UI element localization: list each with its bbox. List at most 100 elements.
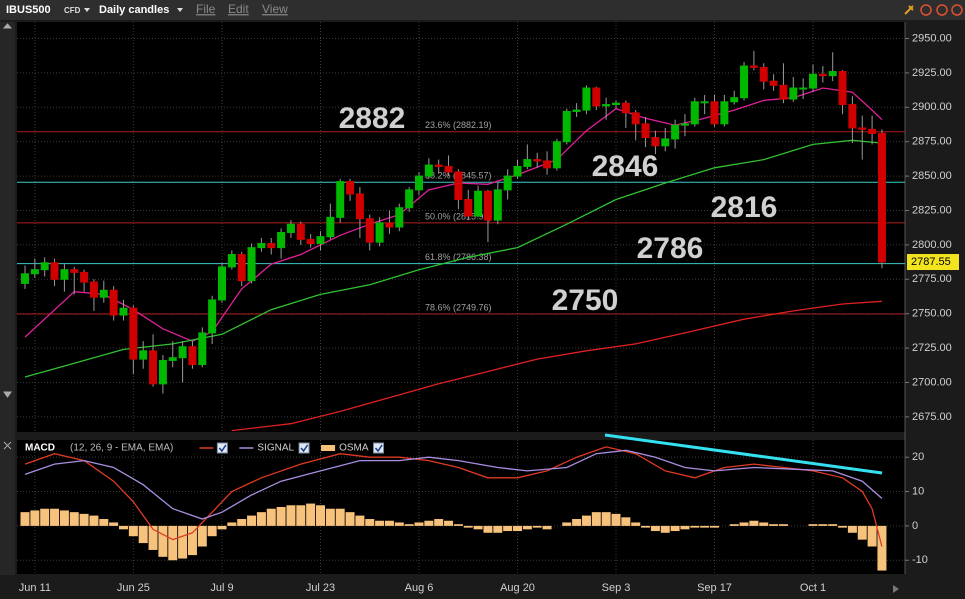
candle-body — [877, 132, 886, 263]
candle-body — [612, 102, 620, 106]
candle-body — [828, 71, 837, 77]
osma-bar — [375, 520, 385, 526]
osma-bar — [493, 525, 503, 533]
osma-bar — [710, 525, 719, 528]
candle-body — [89, 281, 98, 298]
candle-body — [415, 175, 423, 191]
checkmark — [374, 444, 383, 453]
candle-body — [818, 73, 827, 77]
candle-body — [680, 123, 689, 126]
y-tick-label: 2900.00 — [912, 101, 952, 113]
osma-bar — [414, 522, 424, 526]
macd-plot — [17, 440, 905, 574]
osma-bar — [217, 525, 227, 530]
osma-bar — [109, 522, 119, 526]
osma-bar — [424, 520, 434, 526]
candle-body — [710, 101, 719, 125]
osma-bar — [650, 525, 660, 532]
osma-bar — [168, 525, 178, 561]
osma-bar — [483, 525, 493, 533]
candle-body — [365, 218, 374, 243]
osma-bar — [660, 525, 670, 533]
osma-bar — [434, 519, 444, 526]
panel-controls[interactable] — [2, 23, 13, 450]
legend-label: OSMA — [339, 443, 369, 454]
candle-body — [80, 271, 89, 283]
candle-body — [740, 65, 749, 99]
candle-body — [621, 102, 630, 114]
osma-bar — [266, 508, 276, 526]
x-tick-label: Jun 25 — [117, 582, 150, 594]
osma-bar — [818, 524, 828, 526]
macd-panel — [17, 440, 905, 574]
osma-bar — [197, 525, 207, 547]
osma-bar — [591, 512, 601, 526]
link-icon[interactable] — [936, 4, 948, 16]
legend-checkbox[interactable] — [373, 442, 385, 454]
y-tick-label: 10 — [912, 485, 924, 497]
annotations: 2882 2846 2816 2786 2750 — [339, 102, 778, 317]
legend-checkbox[interactable] — [216, 442, 228, 454]
candle-body — [503, 175, 512, 191]
osma-bar — [187, 525, 197, 556]
y-tick-label: 2775.00 — [912, 273, 952, 285]
osma-bar — [631, 522, 641, 526]
macd-line — [24, 449, 883, 520]
osma-bar — [532, 525, 542, 528]
candle-body — [454, 171, 463, 200]
osma-bar — [30, 510, 40, 526]
dropdown-arrow[interactable] — [84, 8, 90, 12]
osma-bar — [256, 512, 266, 526]
candle-body — [296, 223, 305, 240]
symbol[interactable]: IBUS500 — [6, 4, 51, 16]
candle-body — [227, 254, 236, 268]
tool-icon[interactable] — [904, 5, 914, 15]
candle-body — [533, 159, 542, 162]
candle-body — [858, 127, 867, 130]
checkmark — [300, 444, 309, 453]
y-tick-label: 0 — [912, 520, 918, 532]
dropdown-arrow[interactable] — [177, 8, 183, 12]
menu-file[interactable]: File — [196, 2, 216, 16]
candle-body — [395, 207, 404, 228]
osma-bar — [690, 525, 700, 528]
y-tick-label: 20 — [912, 451, 924, 463]
close-icon[interactable] — [951, 4, 963, 16]
candle-body — [493, 189, 502, 221]
period[interactable]: Daily candles — [99, 4, 169, 16]
candle-body — [749, 65, 758, 68]
symbol-type: CFD — [64, 6, 81, 15]
osma-bar — [838, 525, 848, 528]
osma-bar — [828, 524, 838, 526]
fib-label: 50.0% (2815.97) — [425, 211, 492, 221]
x-tick-label: Oct 1 — [800, 582, 826, 594]
menu-view[interactable]: View — [262, 2, 288, 16]
price-tag — [907, 254, 959, 271]
candle-body — [257, 243, 266, 249]
candle-body — [385, 222, 394, 228]
candle-body — [21, 273, 29, 284]
refresh-icon[interactable] — [920, 4, 932, 16]
osma-bar — [276, 507, 286, 526]
osma-bar — [444, 520, 454, 526]
osma-bar — [473, 525, 483, 530]
candle-body — [444, 165, 453, 173]
y-tick-label: 2925.00 — [912, 67, 952, 79]
candle-body — [779, 84, 788, 100]
candle-body — [129, 307, 138, 360]
candle-body — [168, 357, 177, 361]
osma-bar — [20, 512, 30, 526]
candle-body — [405, 189, 414, 209]
candle-body — [789, 87, 798, 100]
menu-edit[interactable]: Edit — [228, 2, 249, 16]
candle-body — [562, 110, 571, 143]
candle-body — [651, 137, 660, 147]
candle-body — [286, 223, 295, 234]
candle-body — [247, 247, 256, 282]
candle-body — [434, 164, 443, 167]
scroll-right[interactable] — [893, 585, 899, 593]
candle-body — [483, 190, 492, 221]
legend-checkbox[interactable] — [298, 442, 310, 454]
candle-body — [375, 222, 384, 243]
